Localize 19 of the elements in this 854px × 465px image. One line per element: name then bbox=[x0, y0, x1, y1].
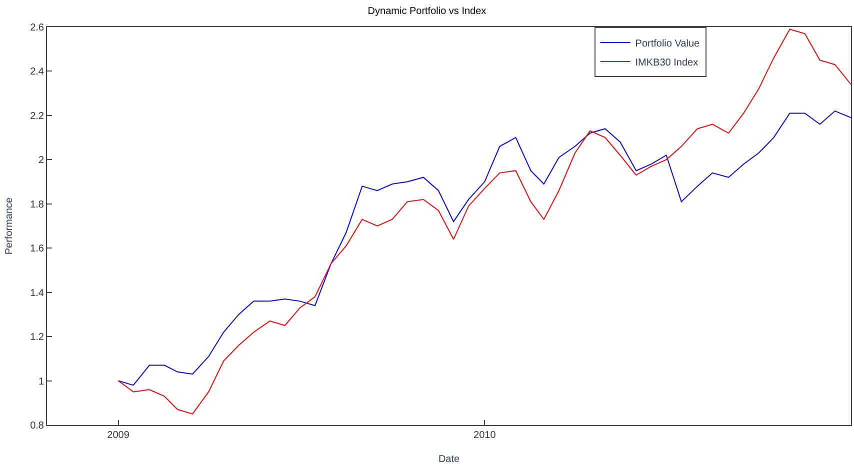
x-tick-label: 2009 bbox=[107, 430, 130, 441]
legend-label: Portfolio Value bbox=[635, 38, 700, 50]
y-tick-label: 1.4 bbox=[30, 288, 44, 299]
y-tick-label: 2.2 bbox=[30, 110, 44, 122]
legend-label: IMKB30 Index bbox=[635, 57, 698, 68]
y-tick-label: 0.8 bbox=[30, 420, 44, 432]
x-tick-label: 2010 bbox=[474, 430, 496, 441]
y-tick-label: 1.2 bbox=[30, 332, 44, 344]
y-tick-label: 1.8 bbox=[30, 199, 44, 210]
line-series bbox=[118, 110, 851, 386]
y-tick-label: 1 bbox=[38, 376, 44, 388]
y-axis-title: Performance bbox=[4, 196, 16, 255]
y-tick-label: 2 bbox=[38, 155, 44, 166]
y-tick-label: 2.6 bbox=[30, 22, 44, 34]
y-tick-label: 1.6 bbox=[30, 244, 44, 255]
chart-title: Dynamic Portfolio vs Index bbox=[368, 6, 486, 17]
x-axis-title: Date bbox=[438, 454, 460, 465]
y-tick-label: 2.4 bbox=[30, 66, 44, 78]
line-series bbox=[118, 28, 851, 414]
